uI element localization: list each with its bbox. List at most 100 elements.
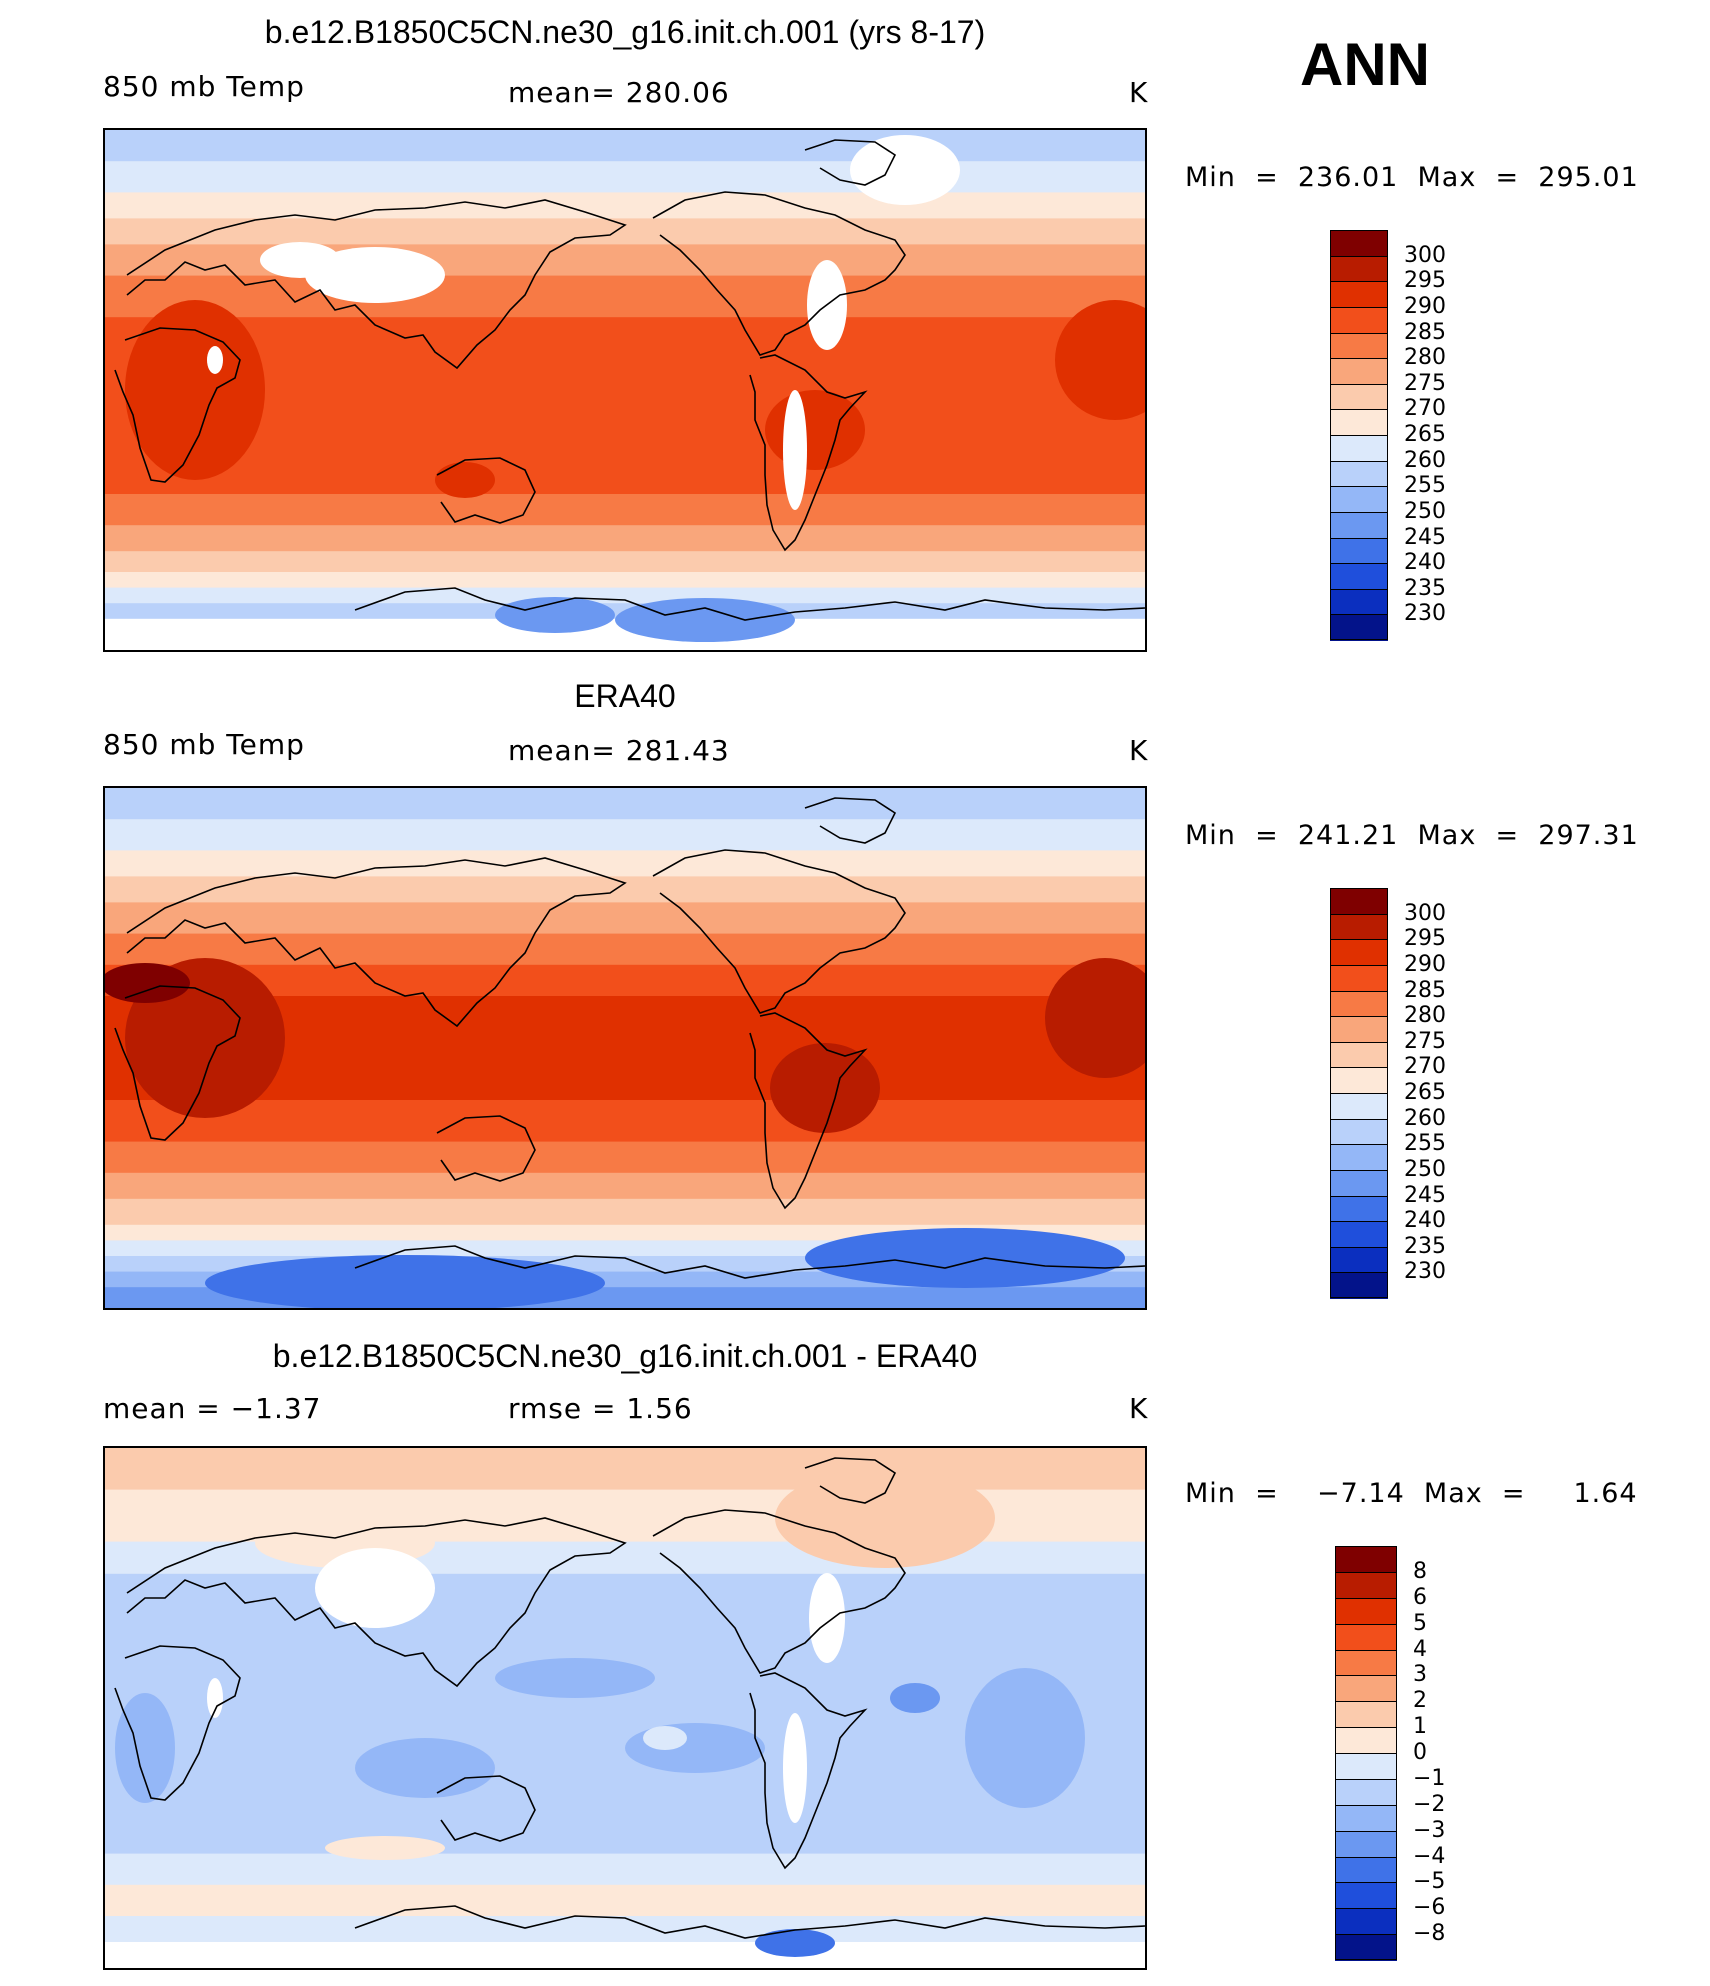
colorbar-tick-label: 260	[1404, 1105, 1446, 1131]
colorbar-swatch	[1330, 383, 1388, 411]
difference-band	[105, 1448, 1145, 1491]
colorbar-swatch	[1330, 486, 1388, 513]
colorbar-swatch	[1335, 1934, 1397, 1961]
colorbar-tick-label: 230	[1404, 1259, 1446, 1285]
coastline	[126, 857, 627, 1028]
colorbar-tick-label: 285	[1404, 319, 1446, 345]
cold-region	[615, 598, 795, 642]
colorbar-frame	[1330, 888, 1388, 1298]
colorbar-tick-label: −3	[1413, 1817, 1446, 1843]
colorbar-swatch	[1335, 1804, 1397, 1832]
colorbar-tick-label: 1	[1413, 1714, 1427, 1740]
colorbar-tick-label: 295	[1404, 926, 1446, 952]
panel2-map	[103, 786, 1147, 1310]
missing-data-region	[850, 135, 960, 205]
colorbar-tick-label: 260	[1404, 447, 1446, 473]
missing-data-region	[809, 1573, 845, 1663]
coastline	[436, 1775, 536, 1842]
panel1-mean-label: mean= 280.06	[508, 76, 730, 109]
difference-band	[105, 1942, 1145, 1968]
colorbar-tick-label: 5	[1413, 1610, 1427, 1636]
panel3-map	[103, 1446, 1147, 1970]
temperature-band	[105, 1141, 1145, 1174]
colorbar-tick-label: 295	[1404, 268, 1446, 294]
coastline	[114, 1645, 241, 1801]
colorbar-tick-label: 245	[1404, 524, 1446, 550]
colorbar-swatch	[1330, 1272, 1388, 1299]
temperature-band	[105, 161, 1145, 194]
colorbar-swatch	[1335, 1701, 1397, 1729]
panel3-minmax: Min = −7.14 Max = 1.64	[1185, 1478, 1638, 1509]
panel2-units: K	[1129, 734, 1149, 767]
missing-data-region	[207, 1678, 223, 1718]
colorbar-tick-label: 240	[1404, 1208, 1446, 1234]
colorbar-tick-label: 235	[1404, 1233, 1446, 1259]
colorbar-swatch	[1330, 588, 1388, 616]
negative-anomaly-region	[115, 1693, 175, 1803]
panel1-units: K	[1129, 76, 1149, 109]
coastline	[652, 1509, 906, 1674]
coastline	[114, 985, 241, 1141]
negative-anomaly-region	[625, 1723, 765, 1773]
panel2-mean-label: mean= 281.43	[508, 734, 730, 767]
missing-data-region	[207, 346, 223, 374]
colorbar-swatch	[1330, 563, 1388, 590]
difference-band	[105, 1884, 1145, 1917]
colorbar-swatch	[1330, 511, 1388, 539]
colorbar-swatch	[1335, 1623, 1397, 1651]
coastline	[749, 354, 868, 552]
colorbar-tick-label: 275	[1404, 370, 1446, 396]
hot-region	[105, 963, 190, 1003]
colorbar-swatch	[1330, 939, 1388, 966]
colorbar-tick-label: 275	[1404, 1028, 1446, 1054]
panel1-map-svg	[105, 130, 1145, 650]
coastline	[804, 139, 897, 186]
season-label: ANN	[1300, 31, 1430, 98]
negative-anomaly-region	[755, 1929, 835, 1957]
colorbar-swatch	[1335, 1830, 1397, 1858]
coastline	[126, 199, 627, 370]
coastline	[354, 587, 1145, 621]
colorbar-swatch	[1335, 1778, 1397, 1806]
colorbar-tick-label: −8	[1413, 1921, 1446, 1947]
missing-data-region	[783, 390, 807, 510]
colorbar-swatch	[1330, 913, 1388, 941]
colorbar-tick-label: −1	[1413, 1765, 1446, 1791]
temperature-band	[105, 572, 1145, 589]
panel3-units: K	[1129, 1392, 1149, 1425]
colorbar-tick-label: 4	[1413, 1636, 1427, 1662]
temperature-band	[105, 218, 1145, 246]
coastline	[126, 1517, 627, 1688]
coastline	[804, 1457, 897, 1504]
missing-data-region	[315, 1548, 435, 1628]
panel3-rmse-label: rmse = 1.56	[508, 1392, 693, 1425]
colorbar-swatch	[1330, 1169, 1388, 1197]
panel2-colorbar: 300 295 290 285 280 275 270 265 260 255 250 245 240 2…	[1330, 888, 1446, 1299]
colorbar-swatch	[1335, 1753, 1397, 1780]
colorbar-swatch	[1330, 1144, 1388, 1171]
colorbar-tick-label: 300	[1404, 242, 1446, 268]
colorbar-tick-label: 245	[1404, 1182, 1446, 1208]
colorbar-tick-label: 265	[1404, 422, 1446, 447]
colorbar-swatch	[1330, 1041, 1388, 1069]
panel2-map-svg	[105, 788, 1145, 1308]
coastline	[749, 1012, 868, 1210]
colorbar-tick-label: −4	[1413, 1843, 1446, 1869]
cold-region	[495, 597, 615, 633]
negative-anomaly-region	[965, 1668, 1085, 1808]
colorbar-tick-label: 255	[1404, 1131, 1446, 1157]
warm-region	[1045, 958, 1145, 1078]
colorbar-tick-label: 2	[1413, 1688, 1427, 1714]
colorbar-swatch	[1335, 1571, 1397, 1599]
panel3-title: b.e12.B1850C5CN.ne30_g16.init.ch.001 - E…	[272, 1338, 978, 1374]
colorbar-tick-label: 250	[1404, 1156, 1446, 1182]
temperature-band	[105, 1198, 1145, 1226]
temperature-band	[105, 1172, 1145, 1200]
temperature-band	[105, 494, 1145, 527]
coastline	[804, 797, 897, 844]
colorbar-swatch	[1330, 332, 1388, 360]
positive-anomaly-region	[325, 1836, 445, 1860]
warm-region	[435, 462, 495, 498]
coastline	[354, 1905, 1145, 1939]
temperature-band	[105, 317, 1145, 495]
